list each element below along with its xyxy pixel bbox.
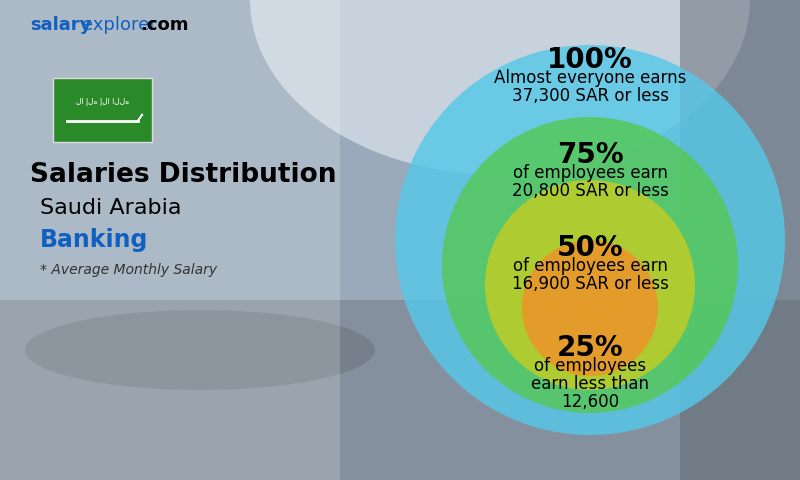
Text: 100%: 100% [547, 46, 633, 74]
Bar [0, 300, 800, 480]
Circle shape [442, 117, 738, 413]
Text: salary: salary [30, 16, 91, 34]
Text: 25%: 25% [557, 334, 623, 362]
Text: 37,300 SAR or less: 37,300 SAR or less [511, 87, 669, 105]
Text: Banking: Banking [40, 228, 148, 252]
Text: * Average Monthly Salary: * Average Monthly Salary [40, 263, 217, 277]
Circle shape [395, 45, 785, 435]
Text: 16,900 SAR or less: 16,900 SAR or less [511, 275, 669, 293]
Bar [0, 0, 340, 480]
Circle shape [522, 240, 658, 376]
FancyBboxPatch shape [53, 78, 152, 142]
Text: 50%: 50% [557, 234, 623, 262]
Text: of employees: of employees [534, 357, 646, 375]
Text: 20,800 SAR or less: 20,800 SAR or less [511, 182, 669, 200]
Text: Almost everyone earns: Almost everyone earns [494, 69, 686, 87]
Text: 75%: 75% [557, 141, 623, 169]
Circle shape [485, 180, 695, 390]
Text: Saudi Arabia: Saudi Arabia [40, 198, 182, 218]
Text: Salaries Distribution: Salaries Distribution [30, 162, 337, 188]
Text: explorer: explorer [82, 16, 157, 34]
Text: 12,600: 12,600 [561, 393, 619, 411]
Text: earn less than: earn less than [531, 375, 649, 393]
Ellipse shape [250, 0, 750, 175]
Ellipse shape [25, 310, 375, 390]
Text: .com: .com [140, 16, 189, 34]
Text: of employees earn: of employees earn [513, 164, 667, 182]
Bar [680, 0, 800, 480]
Text: of employees earn: of employees earn [513, 257, 667, 275]
Text: لا إله إلا الله: لا إله إلا الله [76, 96, 129, 106]
